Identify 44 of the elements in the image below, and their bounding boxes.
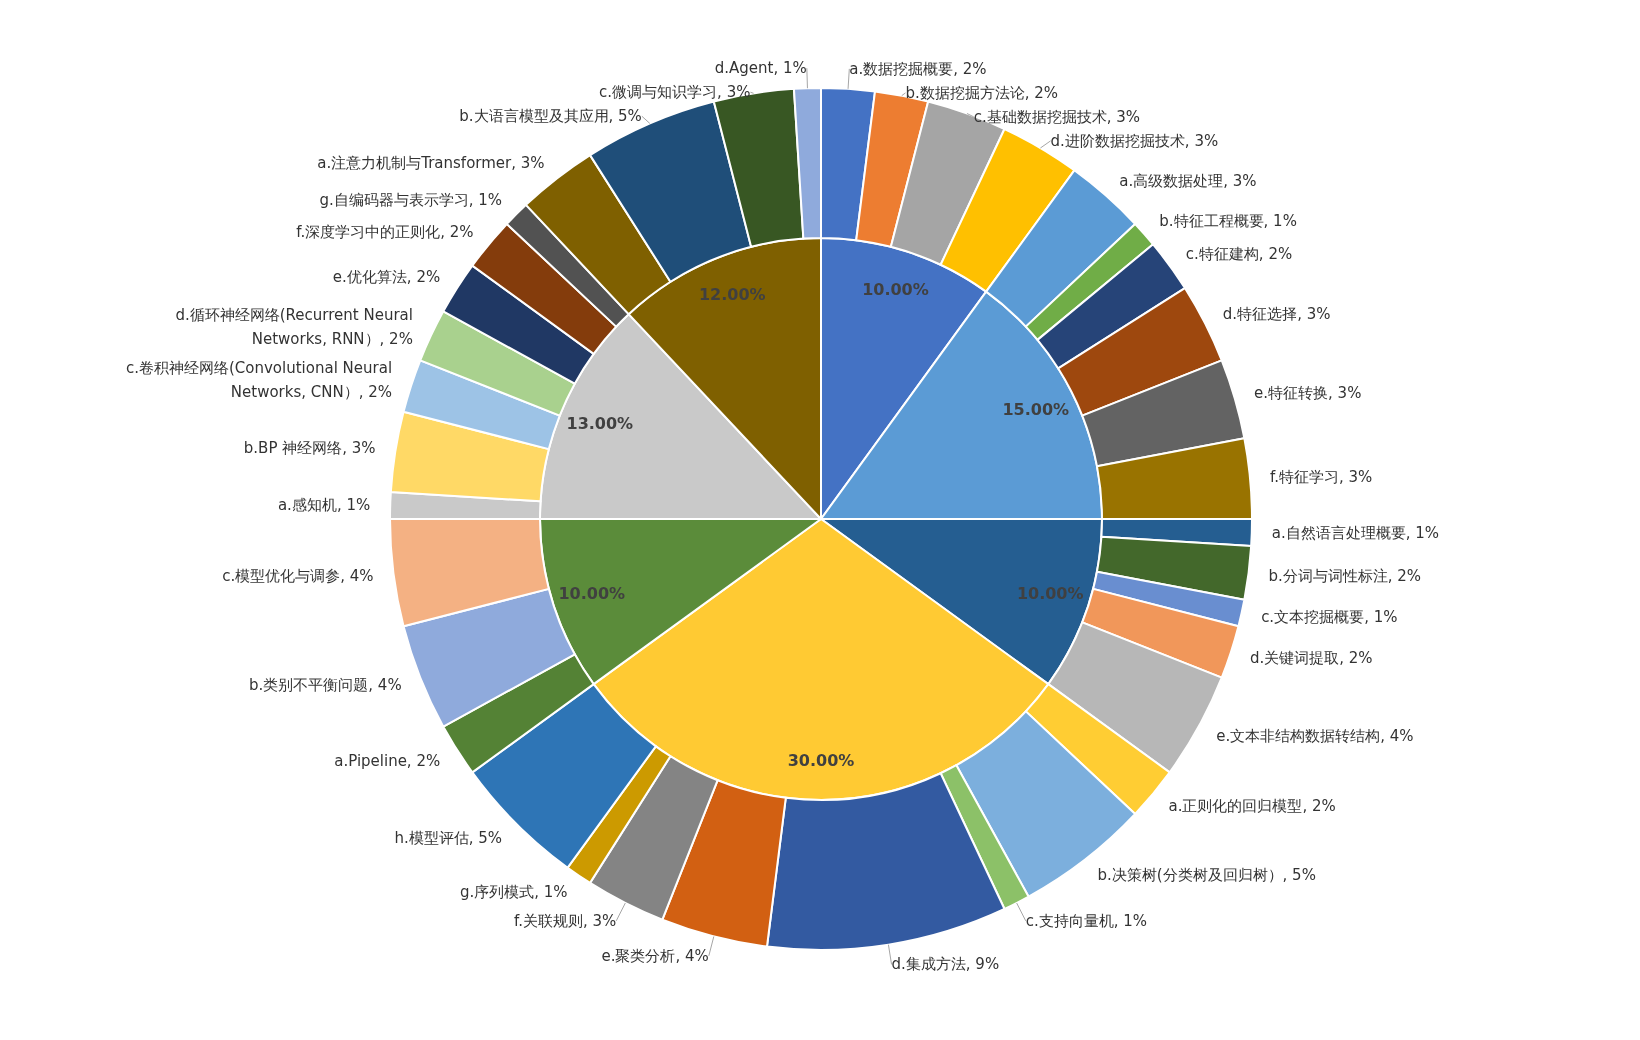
data-label: 15.00% [1002, 400, 1070, 420]
data-label: e.聚类分析, 4% [601, 946, 709, 965]
data-label: a.注意力机制与Transformer, 3% [317, 153, 545, 172]
data-label: d.特征选择, 3% [1222, 305, 1331, 324]
data-label: 10.00% [1016, 583, 1084, 603]
data-label: e.特征转换, 3% [1254, 384, 1362, 403]
data-label: d.循环神经网络(Recurrent Neural Networks, RNN）, 2% [175, 305, 413, 348]
data-label: a.感知机, 1% [277, 495, 371, 514]
data-label: 10.00% [558, 583, 626, 603]
data-label: c.文本挖掘概要, 1% [1261, 608, 1398, 627]
data-label: g.自编码器与表示学习, 1% [319, 191, 503, 210]
data-label: c.微调与知识学习, 3% [599, 83, 751, 102]
data-label: f.特征学习, 3% [1270, 467, 1373, 486]
data-label: b.类别不平衡问题, 4% [249, 676, 402, 695]
data-label: a.正则化的回归模型, 2% [1168, 797, 1336, 816]
data-label: f.深度学习中的正则化, 2% [296, 222, 474, 241]
data-label: c.模型优化与调参, 4% [222, 566, 374, 585]
data-label: a.高级数据处理, 3% [1119, 171, 1257, 190]
data-label: c.支持向量机, 1% [1025, 911, 1148, 930]
data-label: b.决策树(分类树及回归树）, 5% [1097, 866, 1316, 885]
data-label: a.数据挖掘概要, 2% [849, 59, 987, 78]
data-label: b.大语言模型及其应用, 5% [459, 107, 642, 126]
data-label: e.文本非结构数据转结构, 4% [1216, 727, 1414, 746]
data-label: b.数据挖掘方法论, 2% [905, 83, 1059, 102]
data-label: 13.00% [566, 413, 634, 433]
data-label: a.自然语言处理概要, 1% [1271, 524, 1440, 543]
data-label: e.优化算法, 2% [332, 268, 441, 287]
data-label: d.进阶数据挖掘技术, 3% [1050, 131, 1219, 150]
data-label: d.关键词提取, 2% [1249, 649, 1373, 668]
data-label: d.集成方法, 9% [891, 955, 1000, 974]
data-label: b.特征工程概要, 1% [1159, 211, 1297, 230]
data-label: 10.00% [862, 280, 929, 300]
data-label: a.Pipeline, 2% [334, 751, 441, 770]
data-label: 12.00% [698, 285, 766, 305]
data-label: c.特征建构, 2% [1185, 244, 1293, 263]
data-label: g.序列模式, 1% [459, 883, 568, 902]
data-label: c.卷积神经网络(Convolutional Neural Networks, CNN）, 2% [125, 358, 393, 401]
data-label: d.Agent, 1% [714, 59, 807, 78]
data-label: b.BP 神经网络, 3% [243, 439, 376, 458]
data-label: b.分词与词性标注, 2% [1268, 566, 1422, 585]
data-label: c.基础数据挖掘技术, 3% [973, 107, 1141, 126]
data-label: 30.00% [787, 750, 855, 770]
data-label: h.模型评估, 5% [394, 828, 503, 847]
data-label: f.关联规则, 3% [513, 911, 617, 930]
